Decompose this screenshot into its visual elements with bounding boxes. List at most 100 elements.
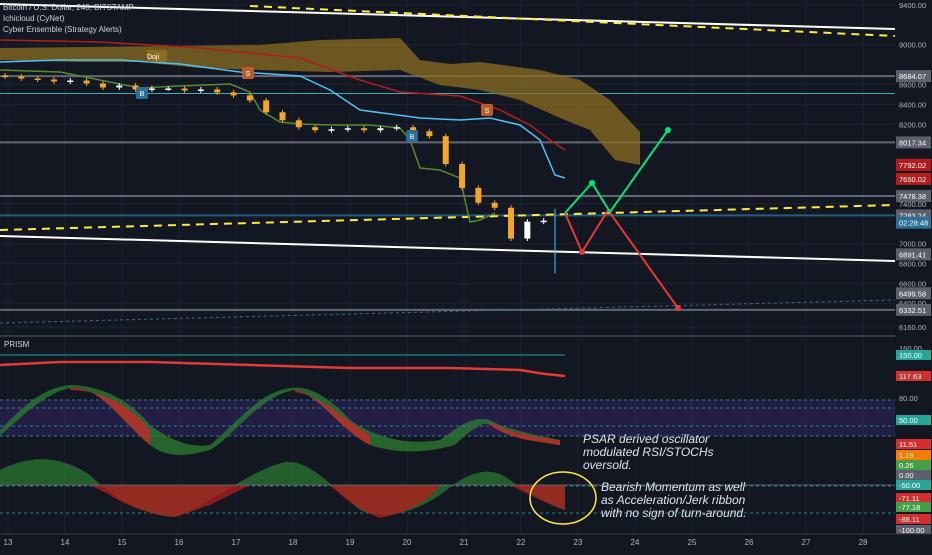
price-label-value: 7283.24: [899, 211, 926, 220]
candle-body: [328, 129, 335, 131]
price-tick-label: 9000.00: [899, 41, 926, 50]
osc-label-value: 1.19: [899, 451, 914, 460]
arrow-head: [665, 127, 671, 133]
candle-body: [67, 80, 74, 83]
price-label-value: 8684.07: [899, 72, 926, 81]
conversion-line: [0, 59, 566, 179]
candle-body: [475, 187, 482, 203]
candle-body: [83, 80, 90, 84]
candle-body: [148, 88, 155, 90]
base-line: [0, 39, 566, 151]
osc-label-tag: [896, 415, 931, 425]
signal-marker: [147, 50, 167, 62]
time-tick-label: 17: [232, 538, 241, 547]
osc-label-value: 0.26: [899, 461, 914, 470]
bearish-scenario-path: [564, 208, 679, 309]
candle-body: [459, 164, 466, 188]
prism-panel-title: PRISM: [4, 340, 30, 349]
osc-label-tag: [896, 514, 931, 524]
candle-body: [491, 202, 498, 208]
osc-label-value: 11.51: [899, 440, 917, 449]
osc-label-tag: [896, 525, 931, 535]
candle-body: [279, 112, 286, 121]
arrow-head: [579, 249, 585, 255]
price-label-tag: [896, 216, 931, 229]
candle-body: [361, 128, 368, 131]
price-label-tag: [896, 136, 931, 149]
time-tick-label: 14: [61, 538, 70, 547]
price-tick-label: 7400.00: [899, 200, 926, 209]
osc-label-tag: [896, 493, 931, 503]
price-label-tag: [896, 158, 931, 171]
price-tick-label: 9400.00: [899, 1, 926, 10]
time-tick-label: 21: [460, 538, 469, 547]
price-tick-label: 6800.00: [899, 259, 926, 268]
price-tick-label: 8400.00: [899, 100, 926, 109]
osc-label-tag: [896, 439, 931, 449]
candle-body: [50, 79, 57, 82]
oscillator-note-line-2: modulated RSI/STOCHs: [583, 445, 714, 459]
upper-trendline: [0, 3, 896, 30]
signal-marker: [406, 130, 418, 142]
candle-body: [34, 78, 41, 81]
lower-trendline: [0, 235, 896, 262]
price-label-tag: [896, 248, 931, 261]
time-tick-label: 13: [4, 538, 13, 547]
time-tick-label: 16: [175, 538, 184, 547]
osc-label-value: -77.18: [899, 503, 920, 512]
candle-body: [18, 76, 25, 79]
lower-dashed-channel: [0, 204, 896, 231]
osc-label-value: -71.11: [899, 494, 920, 503]
price-label-value: 7650.02: [899, 175, 926, 184]
momentum-note-line-3: with no sign of turn-around.: [601, 506, 747, 520]
signal-marker: [136, 87, 148, 99]
price-label-value: 8017.34: [899, 138, 926, 147]
osc-label-tag: [896, 460, 931, 470]
candle-body: [377, 128, 384, 131]
price-label-value: 7792.02: [899, 161, 926, 170]
osc-label-value: -50.00: [899, 481, 920, 490]
candle-body: [181, 88, 188, 91]
study-ichicloud-label[interactable]: Ichicloud (CyNet): [3, 14, 65, 23]
time-tick-label: 26: [745, 538, 754, 547]
price-tick-label: 6600.00: [899, 279, 926, 288]
osc-label-tag: [896, 371, 931, 381]
osc-label-value: -100.00: [899, 526, 924, 535]
signal-marker: [481, 104, 493, 116]
signal-marker-label: S: [246, 71, 251, 78]
upper-dashed-channel: [249, 5, 896, 37]
study-cyber-ensemble-label[interactable]: Cyber Ensemble (Strategy Alerts): [3, 25, 122, 34]
price-label-tag: [896, 189, 931, 202]
ichimoku-cloud: [0, 38, 640, 165]
momentum-note-line-1: Bearish Momentum as well: [601, 480, 746, 494]
candle-body: [165, 88, 172, 90]
time-tick-label: 28: [859, 538, 868, 547]
chart-title: Bitcoin / U.S. Dollar, 240, BITSTAMP: [3, 3, 134, 12]
candle-body: [99, 83, 106, 88]
osc-label-tag: [896, 502, 931, 512]
price-label-value: 6332.51: [899, 306, 926, 315]
candle-body: [132, 85, 139, 90]
osc-label-tag: [896, 480, 931, 490]
momentum-note-line-2: as Acceleration/Jerk ribbon: [601, 493, 746, 507]
candle-body: [540, 220, 547, 223]
price-label-value: 02:28:48: [899, 219, 928, 228]
candle-body: [246, 95, 253, 101]
arrow-head: [589, 180, 595, 186]
time-tick-label: 24: [631, 538, 640, 547]
osc-label-value: 0.00: [899, 471, 914, 480]
candle-body: [197, 89, 204, 91]
osc-tick-label: 80.00: [899, 394, 918, 403]
osc-tick-label: 160.00: [899, 344, 922, 353]
candle-body: [263, 100, 270, 113]
signal-marker: [242, 67, 254, 79]
price-tick-label: 7000.00: [899, 240, 926, 249]
time-tick-label: 25: [688, 538, 697, 547]
osc-label-value: 117.63: [899, 372, 921, 381]
signal-marker-label: Doji: [147, 54, 160, 61]
arrow-head: [675, 305, 681, 311]
price-label-value: 7478.38: [899, 192, 926, 201]
candle-body: [2, 75, 8, 78]
